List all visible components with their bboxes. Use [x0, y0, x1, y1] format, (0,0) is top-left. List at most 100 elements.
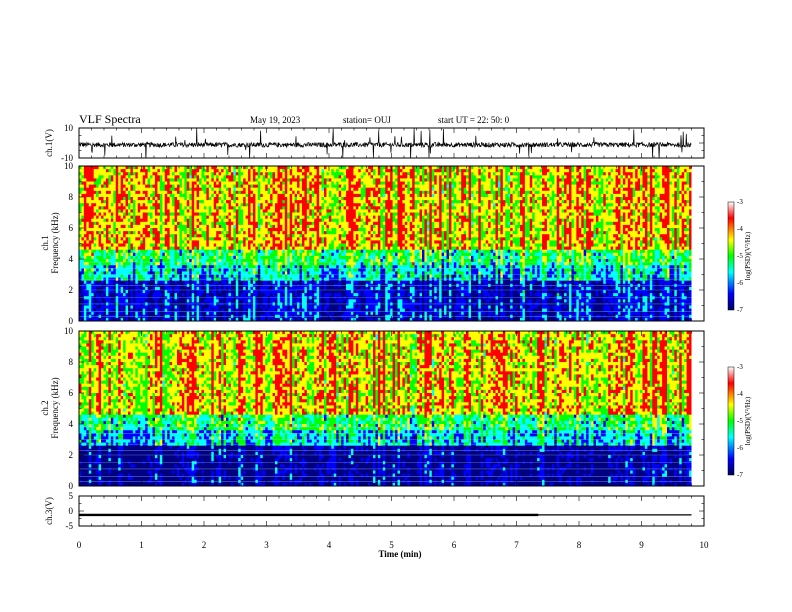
ch1-spectrogram-cell: [260, 271, 264, 275]
ch1-spectrogram-cell: [233, 271, 237, 275]
ch1-spectrogram-cell: [105, 212, 109, 216]
ch1-spectrogram-cell: [157, 197, 161, 201]
ch1-spectrogram-cell: [287, 224, 291, 229]
ch1-spectrogram-cell: [96, 218, 99, 223]
ch1-spectrogram-cell: [226, 262, 229, 266]
ch1-spectrogram-cell: [83, 184, 87, 189]
ch1-spectrogram-cell: [203, 190, 207, 195]
ch1-spectrogram-cell: [83, 178, 87, 182]
ch1-spectrogram-cell: [140, 259, 144, 263]
ch1-spectrogram-cell: [270, 255, 273, 260]
ch1-spectrogram-cell: [189, 234, 193, 238]
ch1-spectrogram-cell: [172, 317, 175, 321]
ch1-spectrogram-cell: [98, 169, 102, 173]
ch1-spectrogram-cell: [221, 265, 224, 269]
ch1-spectrogram-cell: [250, 184, 254, 189]
ch1-spectrogram-cell: [164, 268, 168, 272]
ch1-spectrogram-cell: [282, 293, 286, 297]
ch1-spectrogram-cell: [140, 178, 144, 182]
ch1-spectrogram-cell: [316, 234, 320, 238]
ch1-spectrogram-cell: [147, 209, 151, 213]
ch1-spectrogram-cell: [306, 255, 310, 260]
ch1-spectrogram-cell: [147, 246, 151, 251]
ch1-spectrogram-cell: [282, 224, 286, 229]
ch1-spectrogram-cell: [306, 262, 310, 266]
ch1-spectrogram-cell: [272, 305, 276, 309]
ch1-spectrogram-cell: [213, 271, 217, 275]
ch1-spectrogram-cell: [164, 240, 168, 244]
ch1-spectrogram-cell: [304, 274, 308, 278]
ch1-spectrogram-cell: [223, 240, 227, 244]
ch1-spectrogram-cell: [316, 178, 320, 182]
ch1-spectrogram-cell: [299, 190, 303, 195]
ch1-spectrogram-cell: [243, 181, 246, 185]
ch1-spectrogram-cell: [130, 190, 134, 195]
ch1-spectrogram-cell: [316, 184, 320, 189]
ch1-spectrogram-cell: [289, 311, 293, 316]
ch1-spectrogram-cell: [184, 311, 188, 316]
ch1-spectrogram-cell: [206, 175, 210, 179]
ch1-spectrogram-cell: [137, 265, 141, 269]
ch1-spectrogram-cell: [123, 308, 126, 313]
ch1-spectrogram-cell: [199, 224, 202, 229]
ch1-spectrogram-cell: [230, 215, 234, 220]
ch1-spectrogram-cell: [201, 271, 205, 275]
ch1-spectrogram-cell: [243, 187, 246, 192]
ch1-spectrogram-cell: [270, 252, 273, 257]
ch1-spectrogram-cell: [169, 224, 173, 229]
ch1-spectrogram-cell: [152, 203, 156, 207]
ch1-spectrogram-cell: [292, 190, 295, 195]
ch1-spectrogram-cell: [304, 237, 308, 241]
ch1-spectrogram-cell: [304, 299, 308, 303]
ch1-spectrogram-cell: [230, 290, 234, 294]
ch1-spectrogram-cell: [145, 212, 148, 216]
ch1-spectrogram-cell: [150, 252, 153, 257]
ch1-spectrogram-cell: [96, 175, 99, 179]
ch1-spectrogram-cell: [211, 290, 215, 294]
ch1-spectrogram-cell: [243, 240, 246, 244]
ch1-spectrogram-cell: [309, 280, 313, 285]
ch1-spectrogram-cell: [79, 311, 82, 316]
ch1-spectrogram-cell: [93, 218, 97, 223]
ch1-spectrogram-cell: [169, 305, 173, 309]
ch1-spectrogram-cell: [137, 317, 141, 321]
ch1-spectrogram-cell: [309, 218, 313, 223]
ch1-spectrogram-cell: [83, 311, 87, 316]
ch1-spectrogram-cell: [277, 290, 281, 294]
ch1-spectrogram-cell: [211, 172, 215, 176]
ch1-spectrogram-cell: [137, 193, 141, 198]
ch1-spectrogram-cell: [120, 246, 124, 251]
ch1-spectrogram-cell: [157, 166, 161, 170]
ch1-spectrogram-cell: [208, 172, 212, 176]
ch1-spectrogram-cell: [284, 271, 288, 275]
ch1-spectrogram-cell: [294, 224, 298, 229]
ch1-spectrogram-cell: [255, 299, 259, 303]
ch1-spectrogram-cell: [287, 166, 291, 170]
ch1-spectrogram-cell: [287, 290, 291, 294]
ch1-spectrogram-cell: [132, 209, 136, 213]
ch1-spectrogram-cell: [294, 175, 298, 179]
ch1-spectrogram-cell: [103, 172, 107, 176]
ch1-spectrogram-cell: [201, 252, 205, 257]
ch1-spectrogram-cell: [150, 206, 153, 210]
ch1-spectrogram-cell: [248, 203, 251, 207]
ch1-spectrogram-cell: [297, 221, 300, 226]
ch1-spectrogram-cell: [115, 268, 119, 272]
ch1-spectrogram-cell: [113, 308, 117, 313]
ch1-spectrogram-cell: [105, 246, 109, 251]
ch1-spectrogram-cell: [255, 252, 259, 257]
ch1-spectrogram-cell: [120, 262, 124, 266]
ch1-spectrogram-cell: [91, 240, 95, 244]
ch1-spectrogram-cell: [103, 221, 107, 226]
ch1-spectrogram-cell: [211, 271, 215, 275]
ch1-spectrogram-cell: [252, 255, 256, 260]
ch1-spectrogram-cell: [105, 274, 109, 278]
ch1-spectrogram-cell: [299, 224, 303, 229]
ch1-spectrogram-cell: [105, 221, 109, 226]
ch1-spectrogram-cell: [265, 234, 269, 238]
ch1-spectrogram-cell: [223, 200, 227, 204]
ch1-spectrogram-cell: [206, 231, 210, 235]
ch1-spectrogram-cell: [140, 308, 144, 313]
ch1-spectrogram-cell: [123, 184, 126, 189]
ch1-spectrogram-cell: [304, 209, 308, 213]
